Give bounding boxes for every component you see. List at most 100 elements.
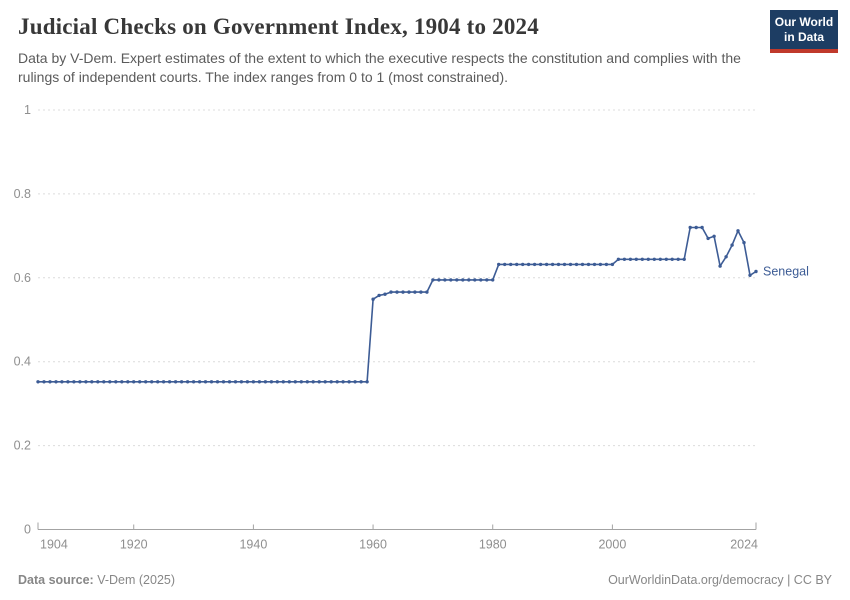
data-point[interactable] — [509, 262, 513, 267]
data-point[interactable] — [227, 380, 232, 384]
data-point[interactable] — [634, 257, 638, 261]
data-point[interactable] — [724, 255, 728, 259]
series-label-senegal[interactable]: Senegal — [763, 265, 809, 279]
data-point[interactable] — [311, 380, 315, 384]
data-point[interactable] — [676, 257, 680, 261]
data-point[interactable] — [592, 262, 597, 267]
data-point[interactable] — [437, 278, 441, 282]
data-point[interactable] — [413, 290, 417, 294]
data-point[interactable] — [48, 380, 52, 384]
data-point[interactable] — [132, 380, 136, 384]
data-point[interactable] — [431, 278, 435, 282]
data-point[interactable] — [419, 290, 423, 294]
data-point[interactable] — [389, 290, 393, 294]
data-point[interactable] — [329, 380, 333, 384]
data-point[interactable] — [526, 262, 531, 267]
data-point[interactable] — [287, 380, 291, 384]
data-point[interactable] — [532, 262, 537, 267]
data-point[interactable] — [538, 262, 543, 267]
data-point[interactable] — [335, 380, 339, 384]
data-point[interactable] — [718, 264, 722, 268]
data-point[interactable] — [60, 380, 64, 384]
data-point[interactable] — [670, 257, 674, 261]
data-point[interactable] — [245, 380, 250, 384]
data-point[interactable] — [150, 380, 154, 384]
data-point[interactable] — [562, 262, 567, 267]
data-point[interactable] — [120, 380, 124, 384]
data-point[interactable] — [407, 290, 411, 294]
data-point[interactable] — [323, 380, 327, 384]
data-point[interactable] — [443, 278, 447, 282]
data-point[interactable] — [682, 257, 686, 261]
data-point[interactable] — [281, 380, 285, 384]
data-point[interactable] — [479, 278, 483, 282]
data-point[interactable] — [359, 380, 363, 384]
series-line-senegal[interactable] — [38, 226, 757, 383]
data-point[interactable] — [473, 278, 477, 282]
data-point[interactable] — [377, 293, 381, 298]
data-point[interactable] — [317, 380, 321, 384]
footer-link[interactable]: OurWorldinData.org/democracy | CC BY — [608, 573, 832, 587]
data-point[interactable] — [126, 380, 130, 384]
data-point[interactable] — [395, 290, 399, 294]
data-point[interactable] — [556, 262, 561, 267]
data-point[interactable] — [628, 257, 633, 261]
data-point[interactable] — [84, 380, 88, 384]
data-point[interactable] — [167, 380, 172, 384]
data-point[interactable] — [706, 236, 710, 241]
data-point[interactable] — [652, 257, 656, 261]
data-point[interactable] — [215, 380, 220, 384]
data-point[interactable] — [203, 380, 208, 384]
data-point[interactable] — [347, 380, 351, 384]
data-point[interactable] — [114, 380, 118, 384]
data-point[interactable] — [197, 380, 202, 384]
data-point[interactable] — [233, 380, 238, 384]
data-point[interactable] — [305, 380, 309, 384]
data-point[interactable] — [365, 380, 369, 384]
data-point[interactable] — [96, 380, 100, 384]
data-point[interactable] — [257, 380, 262, 384]
data-point[interactable] — [664, 257, 668, 261]
data-point[interactable] — [263, 380, 268, 384]
data-point[interactable] — [497, 262, 501, 267]
data-point[interactable] — [36, 380, 40, 384]
data-point[interactable] — [748, 273, 752, 277]
data-point[interactable] — [54, 380, 58, 384]
data-point[interactable] — [221, 380, 226, 384]
data-point[interactable] — [383, 292, 387, 296]
data-point[interactable] — [544, 262, 549, 267]
data-point[interactable] — [144, 380, 148, 384]
data-point[interactable] — [72, 380, 76, 384]
data-point[interactable] — [646, 257, 650, 261]
data-point[interactable] — [371, 297, 375, 301]
data-point[interactable] — [568, 262, 573, 267]
owid-logo[interactable]: Our World in Data — [770, 10, 838, 53]
data-point[interactable] — [102, 380, 106, 384]
data-point[interactable] — [209, 380, 214, 384]
data-point[interactable] — [179, 380, 184, 384]
data-point[interactable] — [455, 278, 459, 282]
data-point[interactable] — [736, 229, 740, 233]
data-point[interactable] — [580, 262, 585, 267]
data-point[interactable] — [461, 278, 465, 282]
data-point[interactable] — [185, 380, 190, 384]
data-point[interactable] — [694, 225, 698, 230]
data-point[interactable] — [191, 380, 196, 384]
data-point[interactable] — [467, 278, 471, 282]
data-point[interactable] — [161, 380, 166, 384]
data-point[interactable] — [425, 290, 429, 294]
data-point[interactable] — [604, 262, 609, 267]
data-point[interactable] — [239, 380, 244, 384]
data-point[interactable] — [515, 262, 519, 267]
data-point[interactable] — [173, 380, 178, 384]
data-point[interactable] — [275, 380, 279, 384]
data-point[interactable] — [485, 278, 489, 282]
data-point[interactable] — [574, 262, 579, 267]
data-point[interactable] — [42, 380, 46, 384]
data-point[interactable] — [598, 262, 603, 267]
data-point[interactable] — [299, 380, 303, 384]
data-point[interactable] — [616, 257, 621, 261]
data-point[interactable] — [449, 278, 453, 282]
data-point[interactable] — [108, 380, 112, 384]
data-point[interactable] — [730, 243, 734, 247]
